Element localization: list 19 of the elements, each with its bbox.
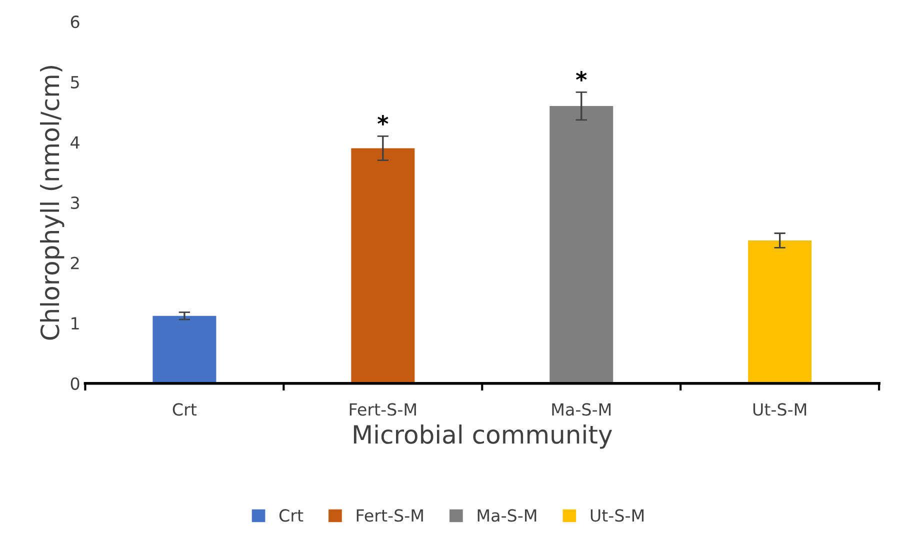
y-axis-title: Chlorophyll (nmol/cm) <box>40 66 64 340</box>
legend-label: Fert-S-M <box>356 509 423 522</box>
x-tick-label: Ma-S-M <box>552 403 611 416</box>
y-tick-label: 1 <box>72 317 79 330</box>
x-tick-label: Ut-S-M <box>753 403 806 416</box>
annotation: * <box>576 71 587 82</box>
y-tick-label: 5 <box>71 76 79 88</box>
x-tick-label: Crt <box>172 403 197 416</box>
y-tick-label: 6 <box>70 16 80 28</box>
x-tick-label: Fert-S-M <box>350 403 416 416</box>
legend-label: Crt <box>279 509 304 522</box>
legend-label: Ma-S-M <box>478 509 536 522</box>
annotation: * <box>378 115 388 126</box>
y-tick-label: 4 <box>70 136 80 149</box>
y-tick-label: 2 <box>70 256 79 270</box>
x-axis-title: Microbial community <box>354 424 612 449</box>
y-tick-label: 0 <box>70 377 80 390</box>
legend-label: Ut-S-M <box>590 509 644 522</box>
y-tick-label: 3 <box>71 196 80 210</box>
